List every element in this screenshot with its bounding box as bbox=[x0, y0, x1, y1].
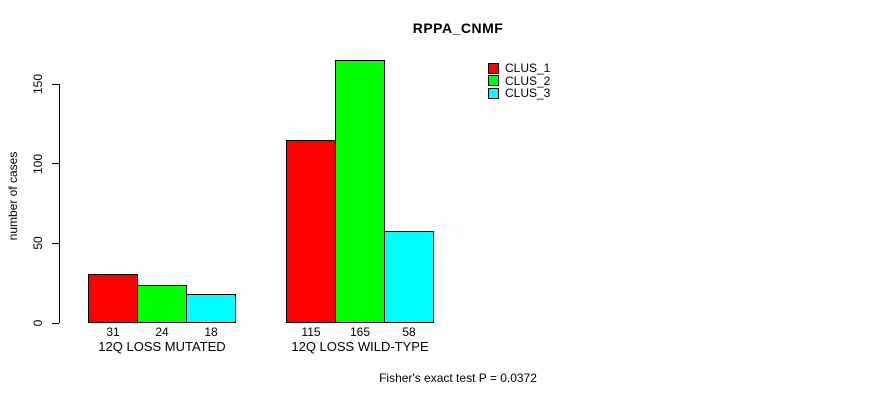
y-tick-label-text: 50 bbox=[31, 236, 45, 251]
bar-clus_2-group1 bbox=[137, 284, 187, 323]
y-tick-mark bbox=[52, 83, 59, 85]
bar-value-label: 18 bbox=[204, 325, 218, 339]
y-tick-mark bbox=[52, 163, 59, 165]
x-category-label: 12Q LOSS WILD-TYPE bbox=[291, 339, 429, 354]
bar-clus_1-group2 bbox=[286, 139, 336, 323]
y-tick-label-text: 100 bbox=[31, 153, 45, 174]
bar-value-label: 58 bbox=[402, 325, 416, 339]
bar-clus_3-group2 bbox=[384, 230, 434, 323]
legend-label: CLUS_2 bbox=[505, 73, 551, 88]
bar-value-label: 115 bbox=[301, 325, 321, 339]
bar-value-label: 31 bbox=[106, 325, 120, 339]
y-tick-label-text: 150 bbox=[31, 73, 45, 95]
legend-swatch-icon bbox=[488, 87, 499, 99]
bar-clus_1-group1 bbox=[88, 273, 138, 323]
legend-label: CLUS_1 bbox=[505, 61, 551, 76]
bar-clus_3-group1 bbox=[186, 294, 236, 323]
bar-clus_2-group2 bbox=[335, 60, 385, 323]
y-axis-line bbox=[59, 84, 60, 323]
legend-swatch-icon bbox=[488, 62, 499, 74]
chart-title: RPPA_CNMF bbox=[412, 20, 504, 36]
footer-annotation: Fisher's exact test P = 0.0372 bbox=[379, 371, 537, 385]
legend-swatch-icon bbox=[488, 75, 499, 87]
y-tick-mark bbox=[52, 322, 59, 324]
legend: CLUS_1 CLUS_2 CLUS_3 bbox=[488, 62, 550, 100]
legend-item-clus_3: CLUS_3 bbox=[488, 87, 550, 100]
legend-item-clus_1: CLUS_1 bbox=[488, 62, 550, 75]
x-category-label: 12Q LOSS MUTATED bbox=[98, 339, 226, 354]
bar-value-label: 165 bbox=[349, 325, 371, 339]
y-tick-label-text: 0 bbox=[31, 319, 45, 327]
y-tick-mark bbox=[52, 242, 59, 244]
legend-label: CLUS_3 bbox=[505, 86, 551, 101]
y-axis-title-text: number of cases bbox=[6, 151, 20, 241]
legend-item-clus_2: CLUS_2 bbox=[488, 75, 550, 88]
bar-value-label: 24 bbox=[155, 325, 169, 339]
